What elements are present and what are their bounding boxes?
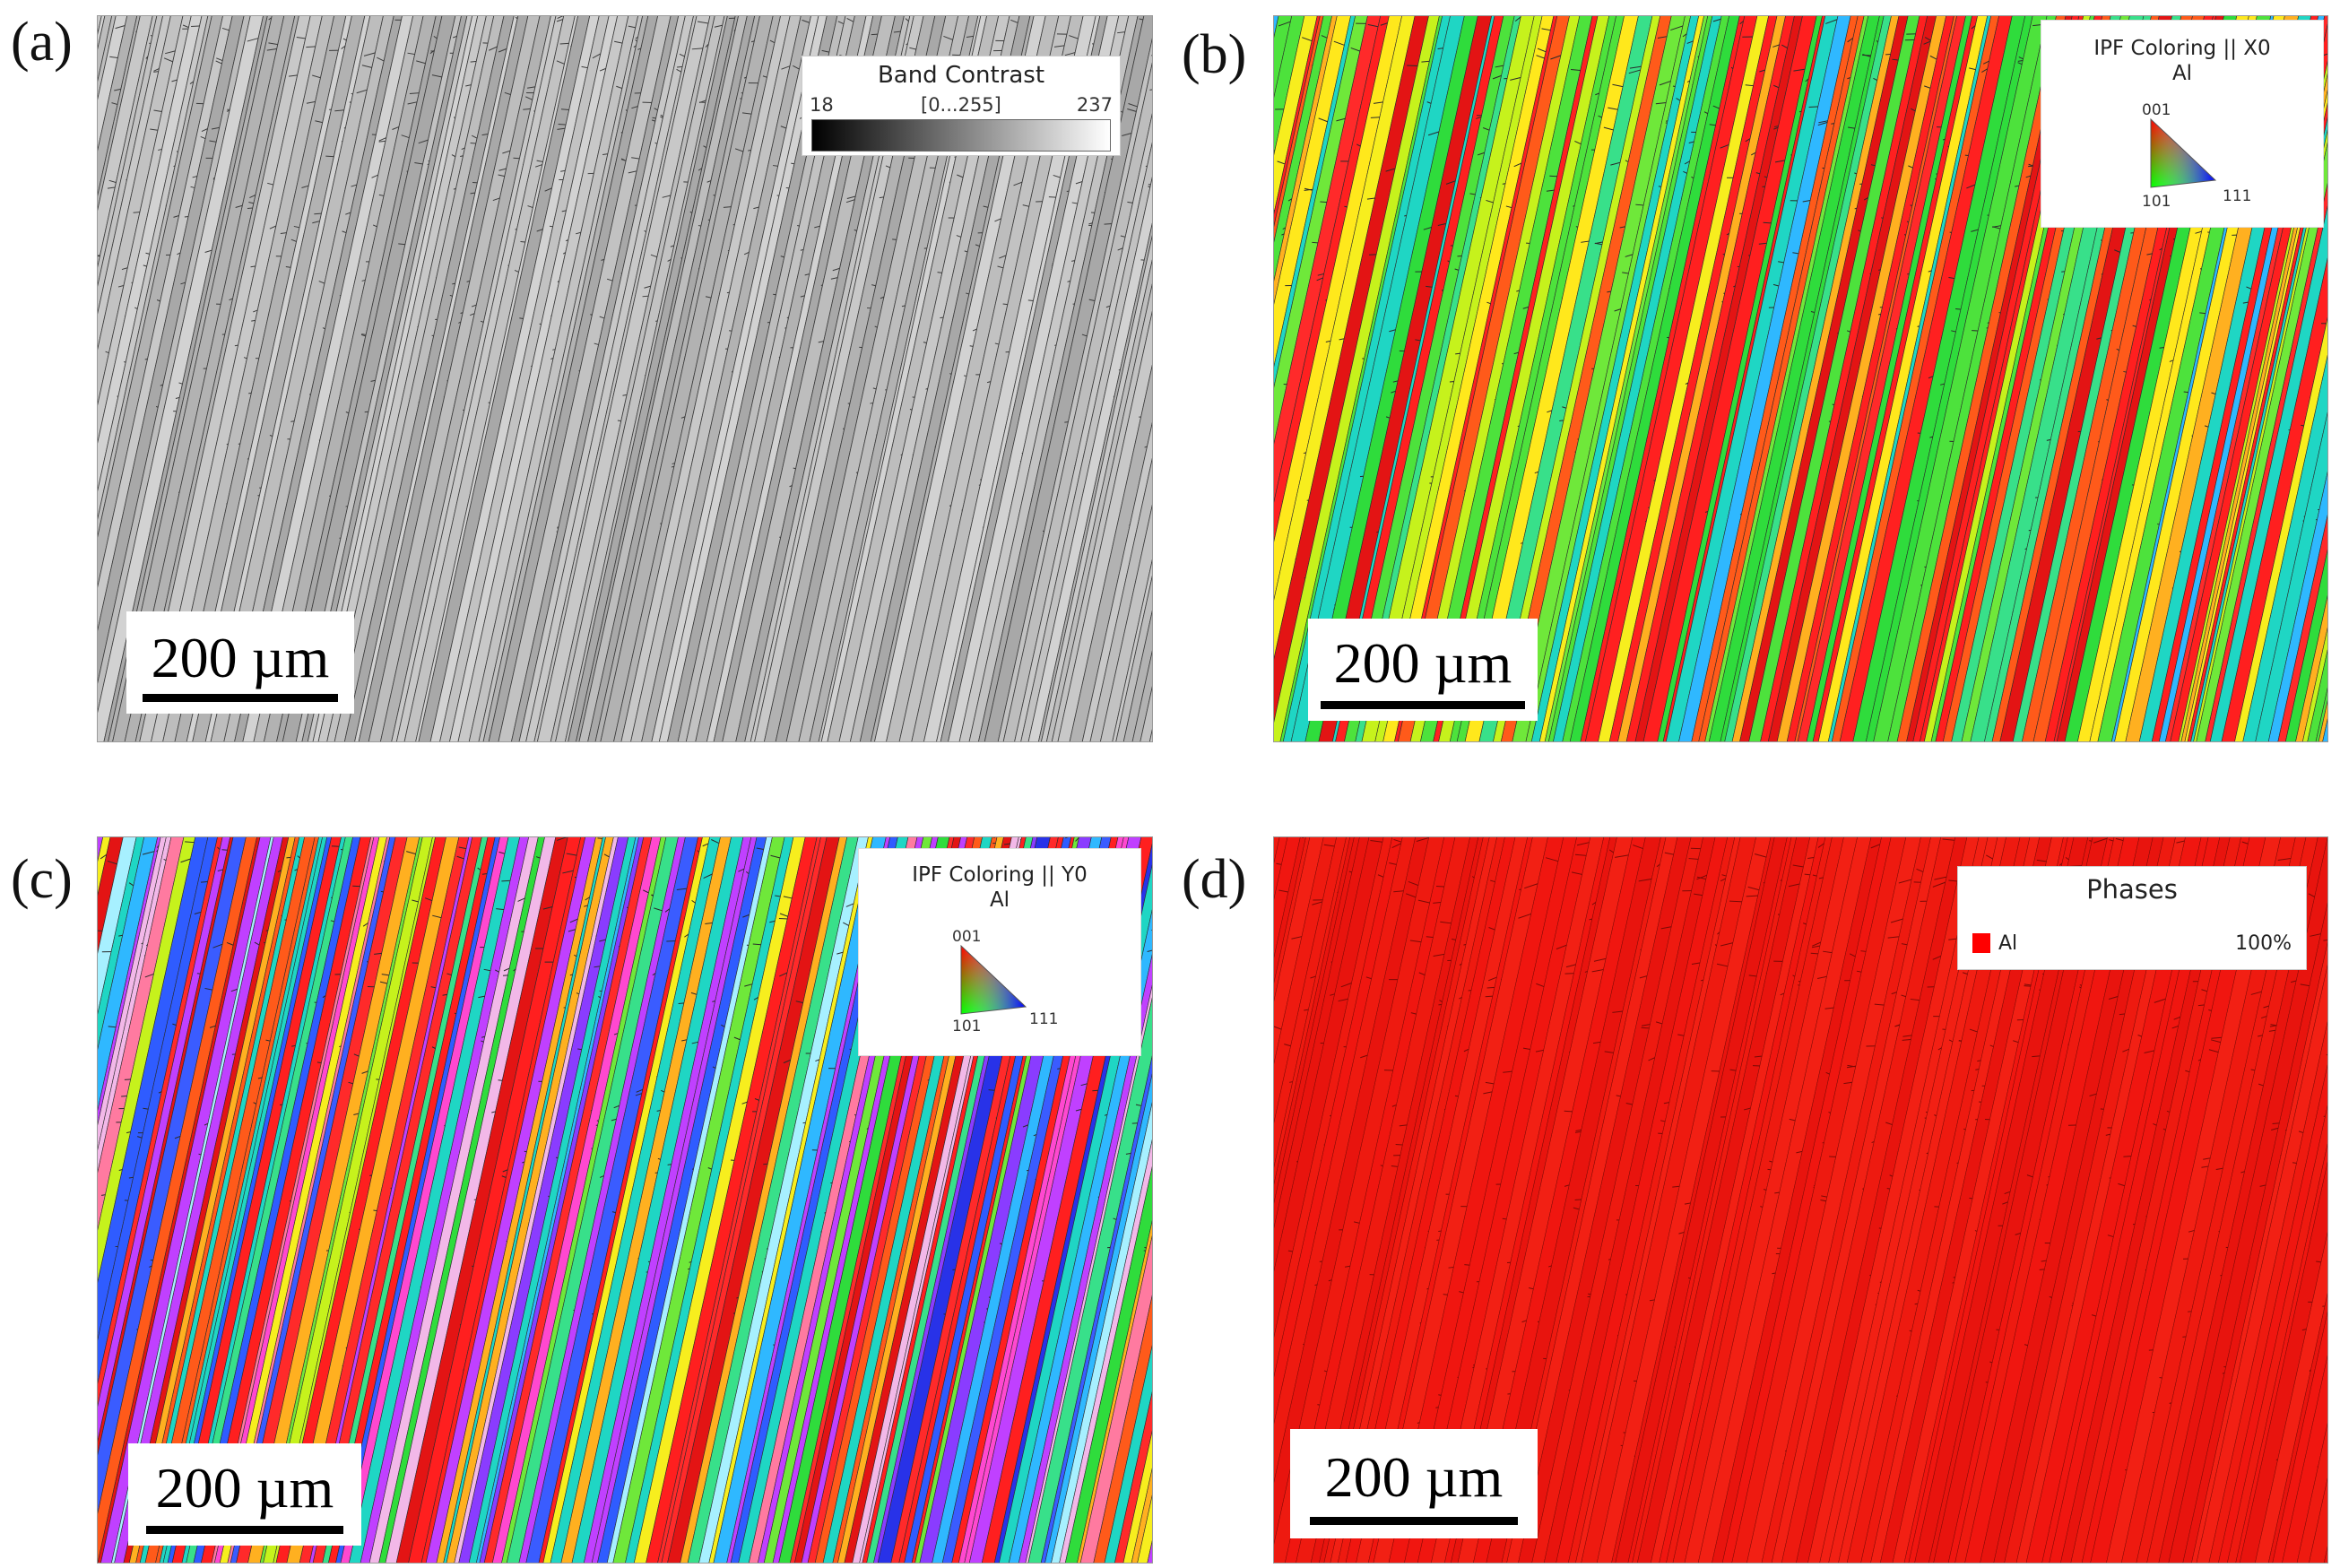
panel-label-a: (a) [11, 12, 73, 73]
scale-bar-label-b: 200 µm [1333, 631, 1512, 695]
ipf-x-legend: IPF Coloring || X0 Al 001 101 111 [2041, 20, 2324, 228]
ipf-x-triangle-key [2150, 117, 2217, 188]
scale-bar-d: 200 µm [1290, 1429, 1538, 1538]
panel-label-b: (b) [1182, 24, 1247, 85]
scale-bar-label-a: 200 µm [151, 626, 330, 689]
panel-label-d: (d) [1182, 849, 1247, 910]
ipf-x-pole-101: 101 [2142, 193, 2171, 211]
ipf-y-triangle-key [960, 944, 1027, 1015]
scale-bar-c: 200 µm [128, 1443, 361, 1546]
scale-bar-label-c: 200 µm [155, 1456, 334, 1520]
ipf-x-grain-texture [1274, 16, 2327, 741]
ipf-y-legend: IPF Coloring || Y0 Al 001 101 111 [858, 848, 1141, 1056]
ipf-x-legend-phase: Al [2171, 62, 2193, 85]
panel-label-c: (c) [11, 849, 73, 910]
ipf-y-legend-title: IPF Coloring || Y0 [912, 863, 1088, 887]
ipf-x-pole-111: 111 [2223, 187, 2252, 205]
band-contrast-legend: Band Contrast 18 [0...255] 237 [802, 56, 1121, 156]
ipf-x-pole-001: 001 [2142, 101, 2171, 119]
scale-bar-b: 200 µm [1308, 619, 1538, 721]
ipf-y-pole-101: 101 [952, 1018, 982, 1035]
scale-bar-line-a [143, 694, 338, 702]
band-contrast-min-label: 18 [810, 94, 834, 116]
scale-bar-label-d: 200 µm [1324, 1445, 1504, 1509]
band-contrast-legend-title: Band Contrast [877, 62, 1045, 89]
ipf-y-pole-001: 001 [952, 928, 982, 946]
phases-legend-title: Phases [2086, 874, 2178, 905]
band-contrast-texture [98, 16, 1152, 741]
scale-bar-line-c [146, 1526, 343, 1534]
phase-color-swatch [1972, 933, 1990, 953]
band-contrast-map: Band Contrast 18 [0...255] 237 200 µm [97, 15, 1153, 742]
band-contrast-max-label: 237 [1076, 94, 1113, 116]
ipf-x-legend-title: IPF Coloring || X0 [2093, 37, 2271, 60]
scale-bar-line-d [1310, 1517, 1518, 1525]
ipf-y-pole-111: 111 [1029, 1010, 1059, 1028]
band-contrast-range-label: [0...255] [921, 94, 1001, 116]
phase-name: Al [1998, 932, 2018, 955]
phase-fraction: 100% [2235, 932, 2292, 955]
phase-grain-texture [1274, 837, 2327, 1563]
scale-bar-line-b [1321, 701, 1525, 709]
phases-legend: Phases Al 100% [1957, 866, 2307, 970]
ipf-x-map: IPF Coloring || X0 Al 001 101 111 200 µm [1273, 15, 2328, 742]
band-contrast-gradient [811, 119, 1111, 152]
ipf-y-map: IPF Coloring || Y0 Al 001 101 111 200 µm [97, 836, 1153, 1564]
ipf-y-legend-phase: Al [989, 888, 1010, 912]
ipf-y-grain-texture [98, 837, 1152, 1563]
scale-bar-a: 200 µm [126, 611, 354, 714]
phase-map: Phases Al 100% 200 µm [1273, 836, 2328, 1564]
